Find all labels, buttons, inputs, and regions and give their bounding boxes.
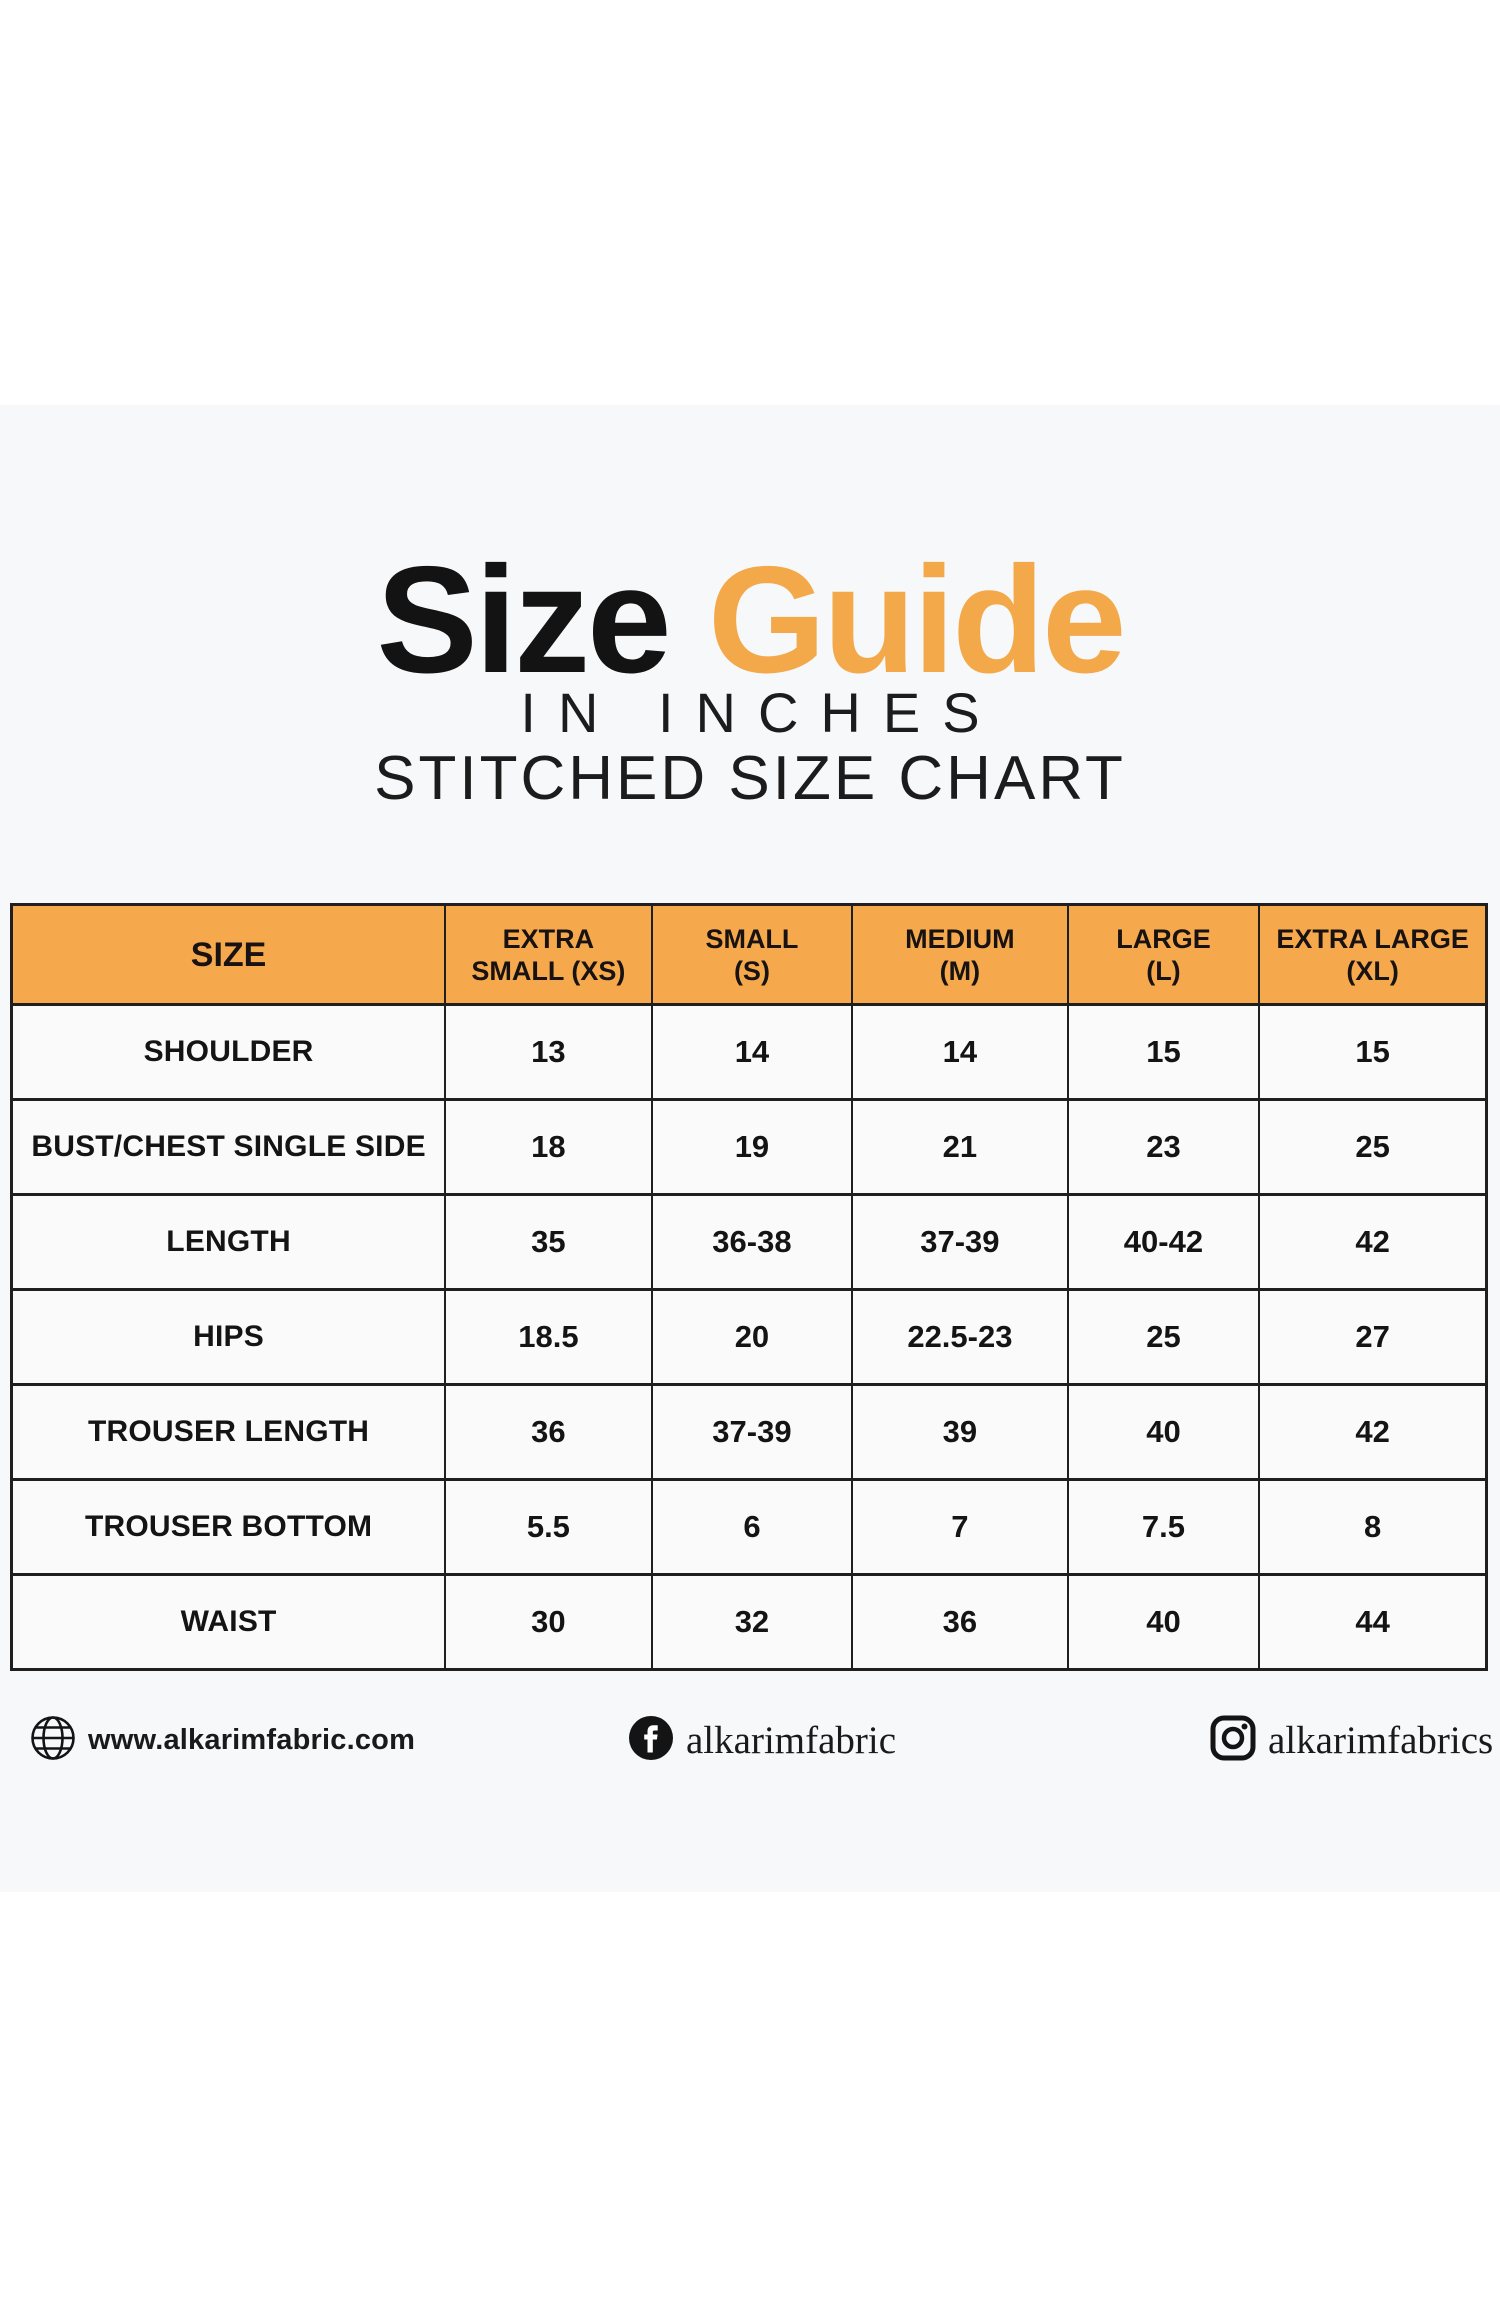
table-row-shoulder: SHOULDER 13 14 14 15 15 bbox=[10, 1003, 1488, 1101]
size-value-cell: 7 bbox=[851, 1478, 1069, 1576]
size-value-cell: 18 bbox=[444, 1098, 653, 1196]
size-value-cell: 19 bbox=[650, 1098, 854, 1196]
row-label: WAIST bbox=[10, 1573, 447, 1671]
row-label: TROUSER BOTTOM bbox=[10, 1478, 447, 1576]
row-label: SHOULDER bbox=[10, 1003, 447, 1101]
size-value-cell: 36 bbox=[444, 1383, 653, 1481]
globe-icon bbox=[30, 1715, 76, 1766]
size-value-cell: 42 bbox=[1258, 1193, 1488, 1291]
footer: www.alkarimfabric.com alkarimfabric alka… bbox=[0, 1705, 1500, 1775]
size-chart-table: SIZE EXTRA SMALL (XS) SMALL (S) MEDIUM (… bbox=[10, 903, 1488, 1671]
size-value-cell: 35 bbox=[444, 1193, 653, 1291]
size-value-cell: 36 bbox=[851, 1573, 1069, 1671]
table-header-row: SIZE EXTRA SMALL (XS) SMALL (S) MEDIUM (… bbox=[10, 903, 1488, 1006]
size-value-cell: 37-39 bbox=[650, 1383, 854, 1481]
subtitle-stitched-size-chart: STITCHED SIZE CHART bbox=[374, 744, 1126, 813]
size-value-cell: 32 bbox=[650, 1573, 854, 1671]
size-value-cell: 39 bbox=[851, 1383, 1069, 1481]
subtitle-in-inches: IN INCHES bbox=[520, 681, 1002, 744]
size-value-cell: 25 bbox=[1258, 1098, 1488, 1196]
size-value-cell: 14 bbox=[650, 1003, 854, 1101]
size-value-cell: 20 bbox=[650, 1288, 854, 1386]
size-value-cell: 40 bbox=[1066, 1383, 1261, 1481]
table-row-bust-chest: BUST/CHEST SINGLE SIDE 18 19 21 23 25 bbox=[10, 1098, 1488, 1196]
table-row-waist: WAIST 30 32 36 40 44 bbox=[10, 1573, 1488, 1671]
row-label: HIPS bbox=[10, 1288, 447, 1386]
size-value-cell: 40 bbox=[1066, 1573, 1261, 1671]
size-value-cell: 5.5 bbox=[444, 1478, 653, 1576]
size-value-cell: 23 bbox=[1066, 1098, 1261, 1196]
table-row-trouser-bottom: TROUSER BOTTOM 5.5 6 7 7.5 8 bbox=[10, 1478, 1488, 1576]
size-value-cell: 40-42 bbox=[1066, 1193, 1261, 1291]
column-header-medium: MEDIUM (M) bbox=[851, 903, 1069, 1006]
column-header-extra-large: EXTRA LARGE (XL) bbox=[1258, 903, 1488, 1006]
size-value-cell: 42 bbox=[1258, 1383, 1488, 1481]
table-row-length: LENGTH 35 36-38 37-39 40-42 42 bbox=[10, 1193, 1488, 1291]
column-header-large: LARGE (L) bbox=[1066, 903, 1261, 1006]
size-value-cell: 18.5 bbox=[444, 1288, 653, 1386]
size-value-cell: 8 bbox=[1258, 1478, 1488, 1576]
instagram-icon bbox=[1210, 1715, 1256, 1766]
column-header-small: SMALL (S) bbox=[650, 903, 854, 1006]
size-value-cell: 21 bbox=[851, 1098, 1069, 1196]
website-url: www.alkarimfabric.com bbox=[88, 1723, 416, 1756]
size-value-cell: 14 bbox=[851, 1003, 1069, 1101]
size-value-cell: 37-39 bbox=[851, 1193, 1069, 1291]
page-title: Size Guide bbox=[0, 544, 1500, 696]
size-value-cell: 7.5 bbox=[1066, 1478, 1261, 1576]
size-value-cell: 6 bbox=[650, 1478, 854, 1576]
size-value-cell: 27 bbox=[1258, 1288, 1488, 1386]
size-value-cell: 22.5-23 bbox=[851, 1288, 1069, 1386]
size-value-cell: 30 bbox=[444, 1573, 653, 1671]
title-primary: Size bbox=[376, 535, 671, 705]
size-value-cell: 36-38 bbox=[650, 1193, 854, 1291]
size-value-cell: 13 bbox=[444, 1003, 653, 1101]
footer-facebook: alkarimfabric bbox=[628, 1705, 896, 1775]
row-label: LENGTH bbox=[10, 1193, 447, 1291]
size-value-cell: 44 bbox=[1258, 1573, 1488, 1671]
title-accent: Guide bbox=[707, 535, 1127, 705]
table-row-trouser-length: TROUSER LENGTH 36 37-39 39 40 42 bbox=[10, 1383, 1488, 1481]
footer-instagram: alkarimfabrics bbox=[1210, 1705, 1493, 1775]
table-row-hips: HIPS 18.5 20 22.5-23 25 27 bbox=[10, 1288, 1488, 1386]
row-label: BUST/CHEST SINGLE SIDE bbox=[10, 1098, 447, 1196]
facebook-icon bbox=[628, 1715, 674, 1766]
facebook-handle: alkarimfabric bbox=[686, 1718, 897, 1762]
size-value-cell: 15 bbox=[1066, 1003, 1261, 1101]
size-value-cell: 25 bbox=[1066, 1288, 1261, 1386]
instagram-handle: alkarimfabrics bbox=[1268, 1718, 1494, 1762]
column-header-extra-small: EXTRA SMALL (XS) bbox=[444, 903, 653, 1006]
column-header-size: SIZE bbox=[10, 903, 447, 1006]
footer-website: www.alkarimfabric.com bbox=[30, 1705, 415, 1775]
row-label: TROUSER LENGTH bbox=[10, 1383, 447, 1481]
size-value-cell: 15 bbox=[1258, 1003, 1488, 1101]
